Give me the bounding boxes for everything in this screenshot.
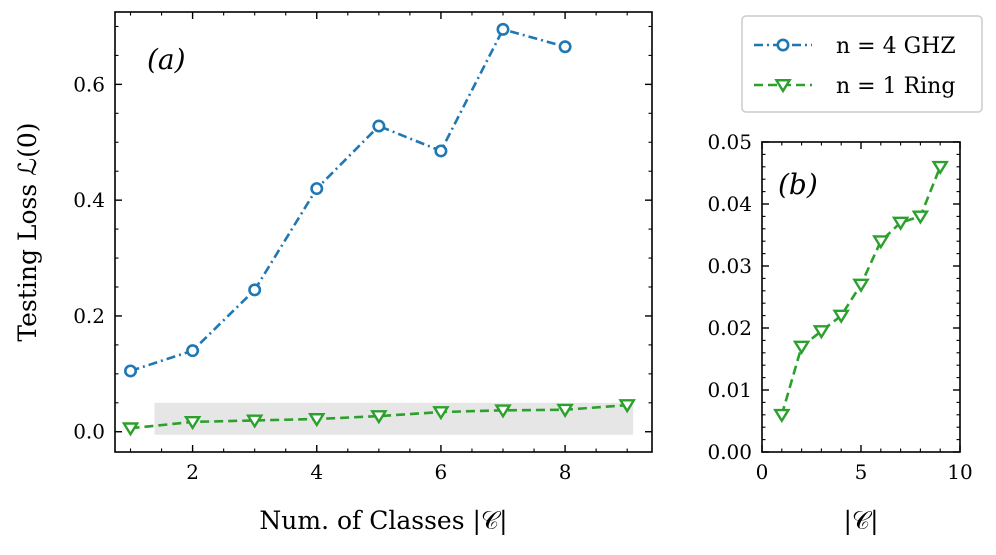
y-tick-label: 0.6: [73, 72, 105, 96]
data-point-ring: [773, 408, 791, 424]
data-point-ring: [370, 410, 388, 425]
data-point-ring: [832, 309, 850, 324]
y-tick-label: 0.03: [707, 254, 752, 278]
x-tick-label: 0: [756, 460, 769, 484]
x-tick-label: 8: [559, 460, 572, 484]
panel-a: 2 4 6 8 0.0 0.2 0.4 0.6 (a) Num. of Classes |𝒞|…: [13, 11, 653, 536]
data-point-ghz: [186, 344, 200, 358]
legend-entry-ghz: n = 4 GHZ: [754, 34, 956, 59]
panel-b-label: (b): [778, 168, 818, 201]
data-point-ghz: [558, 40, 572, 54]
y-tick-label: 0.02: [707, 316, 752, 340]
data-point-ring: [792, 340, 811, 355]
panel-a-ticks: 2 4 6 8 0.0 0.2 0.4 0.6: [73, 12, 652, 484]
legend-marker: [776, 38, 790, 52]
data-point-ring: [618, 399, 636, 414]
legend-symbol-ring: [754, 79, 812, 94]
data-point-ring: [931, 160, 949, 176]
panel-a-axes-frame: [114, 11, 653, 453]
panel-a-x-axis-label: Num. of Classes |𝒞|: [259, 506, 507, 536]
legend-box: [741, 15, 983, 113]
data-point-ring: [245, 414, 264, 429]
data-point-ring: [494, 404, 512, 419]
x-tick-label: 4: [310, 460, 323, 484]
x-tick-label: 2: [186, 460, 199, 484]
data-point-ghz: [124, 364, 138, 378]
data-point-ring: [852, 278, 870, 293]
legend-marker: [774, 79, 792, 94]
data-point-ghz: [248, 283, 262, 297]
panel-a-series: [121, 22, 636, 437]
data-point-ring: [121, 422, 140, 437]
data-point-ring: [872, 235, 890, 250]
panel-a-label: (a): [147, 43, 186, 76]
y-tick-label: 0.0: [73, 420, 105, 444]
panel-b-series: [773, 160, 949, 424]
data-point-ring: [556, 403, 574, 418]
data-point-ring: [432, 406, 450, 421]
highlight-region: [154, 402, 634, 435]
data-point-ghz: [434, 144, 448, 158]
data-point-ghz: [496, 22, 510, 36]
y-tick-label: 0.01: [707, 378, 752, 402]
data-point-ghz: [310, 182, 324, 196]
panel-b-ticks: 0 5 10 0.00 0.01 0.02 0.03 0.04 0.05: [707, 130, 972, 484]
y-tick-label: 0.2: [73, 304, 105, 328]
legend-label-ghz: n = 4 GHZ: [836, 34, 956, 59]
data-point-ring: [183, 415, 202, 431]
x-tick-label: 10: [947, 460, 972, 484]
data-point-ring: [891, 216, 910, 231]
legend-entry-ring: n = 1 Ring: [754, 74, 955, 99]
data-point-ring: [812, 325, 831, 340]
series-line-ghz: [130, 27, 566, 373]
panel-b: 0 5 10 0.00 0.01 0.02 0.03 0.04 0.05 (b) |𝒞|: [707, 130, 972, 536]
data-point-ring: [911, 210, 930, 225]
y-tick-label: 0.00: [707, 440, 752, 464]
panel-a-y-axis-label: Testing Loss ℒ(0): [13, 122, 42, 341]
data-point-ghz: [372, 119, 386, 133]
series-line-ring: [130, 403, 628, 430]
legend-label-ring: n = 1 Ring: [836, 74, 955, 99]
y-tick-label: 0.04: [707, 192, 752, 216]
legend-symbol-ghz: [754, 38, 812, 52]
panel-b-x-axis-label: |𝒞|: [843, 506, 878, 536]
y-tick-label: 0.05: [707, 130, 752, 154]
legend: n = 4 GHZ n = 1 Ring: [741, 15, 983, 113]
data-point-ring: [308, 413, 326, 428]
x-tick-label: 5: [855, 460, 868, 484]
y-tick-label: 0.4: [73, 188, 105, 212]
x-tick-label: 6: [435, 460, 448, 484]
